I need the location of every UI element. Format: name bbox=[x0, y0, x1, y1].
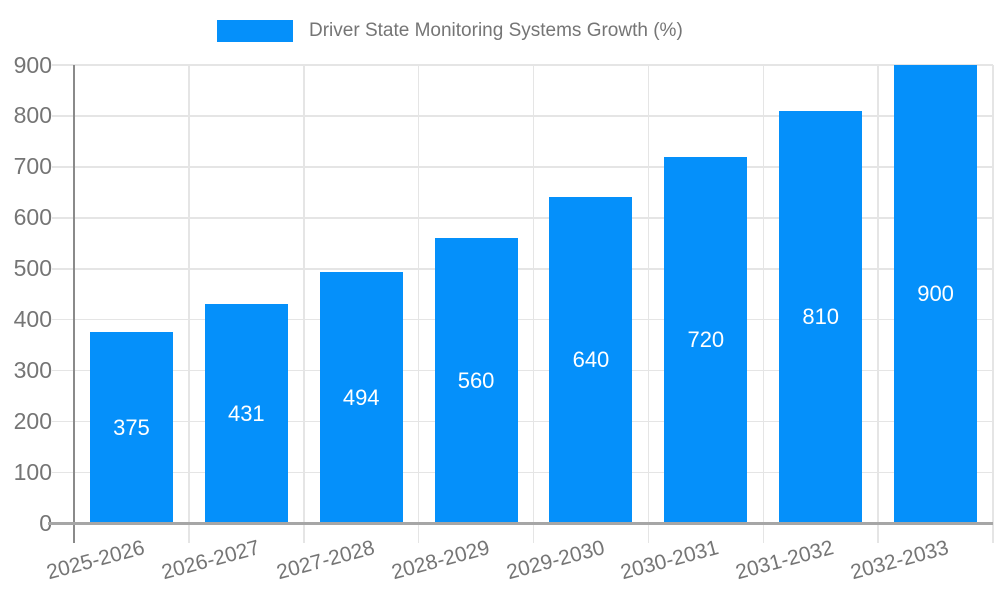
y-tick-label: 200 bbox=[13, 408, 52, 435]
y-tick-mark bbox=[52, 420, 74, 423]
bar-2026-2027 bbox=[204, 303, 288, 524]
h-gridline bbox=[74, 420, 993, 423]
h-gridline bbox=[74, 471, 993, 474]
y-tick-mark bbox=[52, 64, 74, 66]
h-gridline bbox=[74, 217, 993, 219]
v-gridline bbox=[303, 65, 305, 543]
bar-2030-2031 bbox=[664, 156, 748, 524]
h-gridline bbox=[74, 64, 993, 66]
bar-value-label: 640 bbox=[572, 347, 610, 373]
v-gridline bbox=[532, 65, 535, 543]
y-tick-mark bbox=[52, 318, 74, 321]
y-tick-mark bbox=[52, 471, 74, 474]
bar-2029-2030 bbox=[549, 197, 633, 524]
h-gridline bbox=[74, 115, 993, 117]
h-gridline bbox=[74, 318, 993, 321]
bar-value-label: 900 bbox=[917, 281, 954, 307]
y-tick-label: 600 bbox=[13, 204, 52, 231]
y-tick-mark bbox=[52, 217, 74, 219]
legend-swatch-icon bbox=[217, 20, 293, 42]
bar-2027-2028 bbox=[319, 271, 403, 524]
chart-legend[interactable]: Driver State Monitoring Systems Growth (… bbox=[217, 18, 683, 44]
v-gridline bbox=[417, 65, 420, 543]
y-tick-mark bbox=[52, 268, 74, 270]
v-gridline bbox=[762, 65, 764, 543]
y-tick-label: 300 bbox=[13, 357, 52, 384]
v-gridline bbox=[647, 65, 650, 543]
y-tick-label: 100 bbox=[13, 459, 52, 486]
y-tick-label: 800 bbox=[13, 102, 52, 129]
x-tick-label: 2031-2032 bbox=[733, 536, 837, 585]
h-gridline bbox=[74, 369, 993, 372]
legend-label: Driver State Monitoring Systems Growth (… bbox=[309, 20, 683, 41]
y-tick-label: 400 bbox=[13, 306, 52, 333]
v-gridline bbox=[992, 65, 994, 543]
x-tick-label: 2027-2028 bbox=[273, 536, 377, 585]
v-gridline bbox=[188, 65, 190, 543]
x-tick-label: 2032-2033 bbox=[848, 536, 952, 585]
x-tick-label: 2030-2031 bbox=[618, 536, 722, 585]
bar-value-label: 720 bbox=[687, 327, 725, 353]
x-tick-label: 2028-2029 bbox=[388, 536, 492, 585]
y-tick-mark bbox=[52, 166, 74, 168]
h-gridline bbox=[74, 268, 993, 270]
x-tick-label: 2025-2026 bbox=[44, 536, 148, 585]
bar-value-label: 375 bbox=[113, 414, 150, 440]
bar-value-label: 431 bbox=[227, 400, 265, 426]
bar-2028-2029 bbox=[434, 238, 518, 524]
bar-2025-2026 bbox=[89, 332, 173, 524]
y-tick-mark bbox=[52, 115, 74, 117]
bar-2032-2033 bbox=[894, 65, 978, 524]
bar-value-label: 494 bbox=[342, 384, 380, 410]
y-tick-mark bbox=[52, 369, 74, 372]
x-axis-line bbox=[48, 522, 993, 525]
y-tick-label: 0 bbox=[39, 510, 52, 536]
y-axis-line bbox=[72, 65, 75, 543]
x-tick-label: 2029-2030 bbox=[503, 536, 607, 585]
y-tick-label: 700 bbox=[13, 153, 52, 180]
h-gridline bbox=[74, 166, 993, 168]
bar-2031-2032 bbox=[779, 110, 863, 524]
bar-value-label: 560 bbox=[457, 367, 495, 393]
bar-value-label: 810 bbox=[802, 304, 840, 330]
x-tick-label: 2026-2027 bbox=[159, 536, 263, 585]
y-tick-label: 500 bbox=[13, 255, 52, 282]
y-tick-label: 900 bbox=[13, 51, 52, 78]
v-gridline bbox=[877, 65, 879, 543]
